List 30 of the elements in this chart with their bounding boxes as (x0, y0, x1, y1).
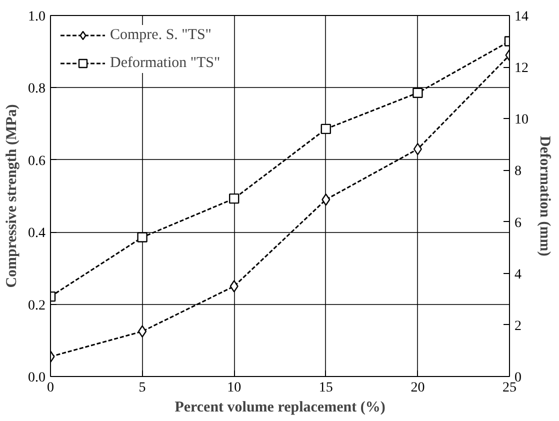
x-tick-label: 20 (410, 380, 425, 396)
x-tick-label: 25 (502, 380, 516, 396)
point (138, 325, 147, 338)
y-tick-label: 0.6 (28, 154, 46, 169)
y-axis-title: Compressive strength (MPa) (4, 104, 20, 288)
y-tick-label: 1.0 (28, 10, 46, 24)
y-tick-label: 0.8 (28, 82, 46, 97)
y2-tick-label: 6 (514, 216, 522, 231)
y2-tick-label: 12 (514, 61, 528, 76)
x-tick-label: 15 (318, 380, 333, 396)
y2-axis-title: Deformation (mm) (536, 136, 552, 256)
y-tick-label: 0.4 (28, 226, 46, 242)
point (230, 280, 238, 292)
x-tick-label: 10 (227, 380, 242, 396)
y2-tick-label: 10 (514, 112, 528, 128)
x-axis-title: Percent volume replacement (%) (174, 400, 386, 416)
legend-label: Compre. S. "TS" (110, 26, 212, 44)
y2-tick-label: 14 (514, 10, 528, 24)
y-tick-label: 0.2 (28, 298, 46, 314)
y-tick-label: 0.0 (28, 370, 46, 386)
y2-tick-label: 4 (514, 267, 522, 282)
y2-tick-label: 2 (514, 318, 522, 334)
x-tick-label: 5 (138, 380, 146, 396)
point (320, 124, 331, 134)
point (229, 193, 240, 204)
point (322, 194, 330, 206)
legend-label: Deformation "TS" (110, 54, 220, 72)
x-tick-label: 0 (47, 380, 54, 396)
y2-tick-label: 8 (514, 164, 522, 180)
y2-tick-label: 0 (514, 370, 522, 386)
